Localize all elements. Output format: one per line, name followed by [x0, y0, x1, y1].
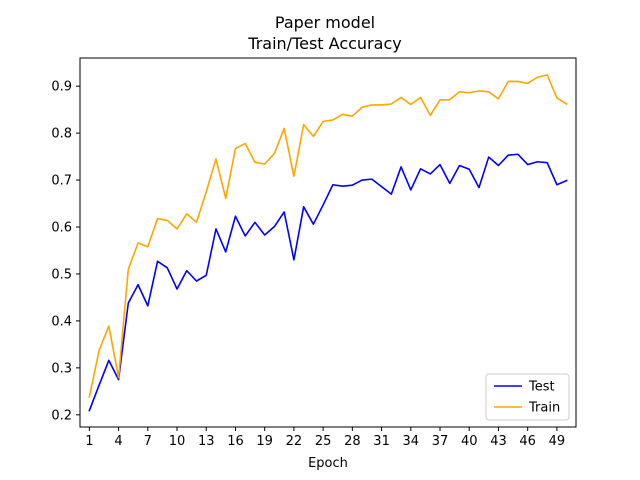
x-tick-label: 13 [198, 434, 215, 449]
x-tick-label: 7 [144, 434, 152, 449]
series-line-train [88, 74, 568, 398]
legend: Test Train [485, 373, 570, 421]
x-tick-label: 16 [227, 434, 244, 449]
x-axis-ticks: 1 4 7 10 13 16 19 22 25 28 31 34 37 40 43 46 49 [85, 427, 565, 449]
y-tick-label: 0.3 [51, 361, 72, 376]
x-tick-label: 10 [169, 434, 186, 449]
x-tick-label: 28 [344, 434, 361, 449]
y-tick-label: 0.9 [51, 80, 72, 95]
x-tick-label: 4 [114, 434, 122, 449]
x-tick-label: 34 [403, 434, 420, 449]
x-tick-label: 31 [373, 434, 390, 449]
x-tick-label: 19 [256, 434, 273, 449]
x-axis-label: Epoch [308, 456, 348, 471]
x-tick-label: 46 [519, 434, 536, 449]
y-axis-ticks: 0.2 0.3 0.4 0.5 0.6 0.7 0.8 0.9 [51, 80, 80, 423]
x-tick-label: 40 [461, 434, 478, 449]
y-tick-label: 0.4 [51, 314, 72, 329]
x-tick-label: 43 [490, 434, 507, 449]
chart-title: Paper model [275, 13, 375, 32]
y-tick-label: 0.7 [51, 174, 72, 189]
x-tick-label: 22 [286, 434, 303, 449]
axes-frame [79, 57, 577, 428]
plot-area [79, 57, 577, 428]
y-tick-label: 0.8 [51, 127, 72, 142]
y-tick-label: 0.5 [51, 267, 72, 282]
x-tick-label: 49 [549, 434, 566, 449]
x-tick-label: 37 [432, 434, 449, 449]
legend-label-train: Train [528, 401, 560, 416]
y-tick-label: 0.2 [51, 408, 72, 423]
x-tick-label: 1 [85, 434, 93, 449]
x-tick-label: 25 [315, 434, 332, 449]
chart-subtitle: Train/Test Accuracy [247, 34, 401, 53]
series-line-test [88, 153, 568, 412]
legend-label-test: Test [528, 380, 555, 395]
y-tick-label: 0.6 [51, 221, 72, 236]
